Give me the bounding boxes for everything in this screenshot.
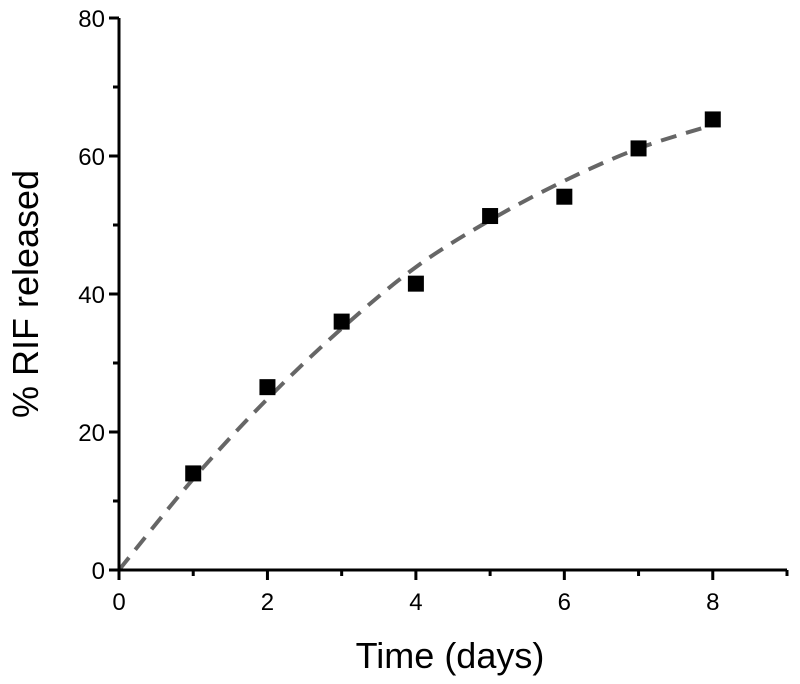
y-ticks: 0 20 40 60 80 [78,6,119,585]
x-tick-label: 2 [261,589,274,616]
data-point [259,379,276,396]
x-tick-label: 4 [409,589,422,616]
y-tick-label: 0 [92,558,105,585]
fit-curve-layer [117,123,714,572]
y-tick-label: 40 [78,282,105,309]
x-axis-title: Time (days) [356,635,545,676]
data-point [704,111,721,128]
data-point [630,140,647,157]
x-tick-label: 6 [558,589,571,616]
data-point [185,465,202,482]
data-point [333,313,350,330]
x-ticks: 0 2 4 6 8 [112,570,789,616]
y-tick-label: 60 [78,144,105,171]
y-tick-label: 20 [78,420,105,447]
data-points-layer [185,111,721,482]
x-tick-label: 0 [112,589,125,616]
data-point [556,188,573,205]
y-tick-label: 80 [78,6,105,33]
x-tick-label: 8 [706,589,719,616]
data-point [407,275,424,292]
y-axis-title: % RIF released [5,170,46,418]
fit-curve [117,123,714,572]
axes: 0 2 4 6 8 0 20 40 60 80 [78,6,789,616]
data-point [482,208,499,225]
